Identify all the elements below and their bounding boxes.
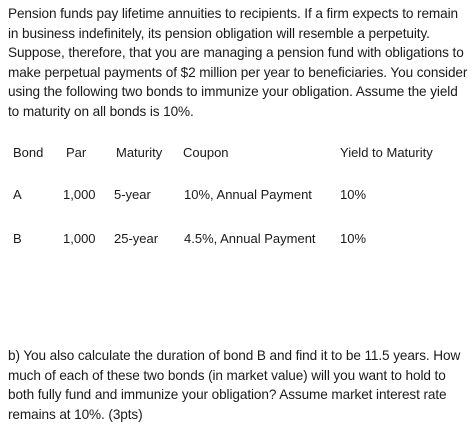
bond-maturity: 25-year	[114, 231, 159, 246]
bond-ytm: 10%	[340, 187, 367, 202]
bond-coupon: 4.5%, Annual Payment	[184, 231, 316, 246]
intro-paragraph: Pension funds pay lifetime annuities to …	[8, 6, 468, 119]
bond-par: 1,000	[63, 231, 96, 246]
header-par: Par	[66, 145, 87, 160]
header-ytm: Yield to Maturity	[340, 145, 433, 160]
header-bond: Bond	[13, 145, 44, 160]
bond-par: 1,000	[63, 187, 96, 202]
bond-ytm: 10%	[340, 231, 367, 246]
bond-name: A	[13, 187, 22, 202]
bond-coupon: 10%, Annual Payment	[184, 187, 312, 202]
bond-name: B	[13, 231, 22, 246]
question-paragraph: b) You also calculate the duration of bo…	[8, 348, 461, 422]
header-coupon: Coupon	[183, 145, 229, 160]
header-maturity: Maturity	[116, 145, 163, 160]
bond-maturity: 5-year	[114, 187, 151, 202]
